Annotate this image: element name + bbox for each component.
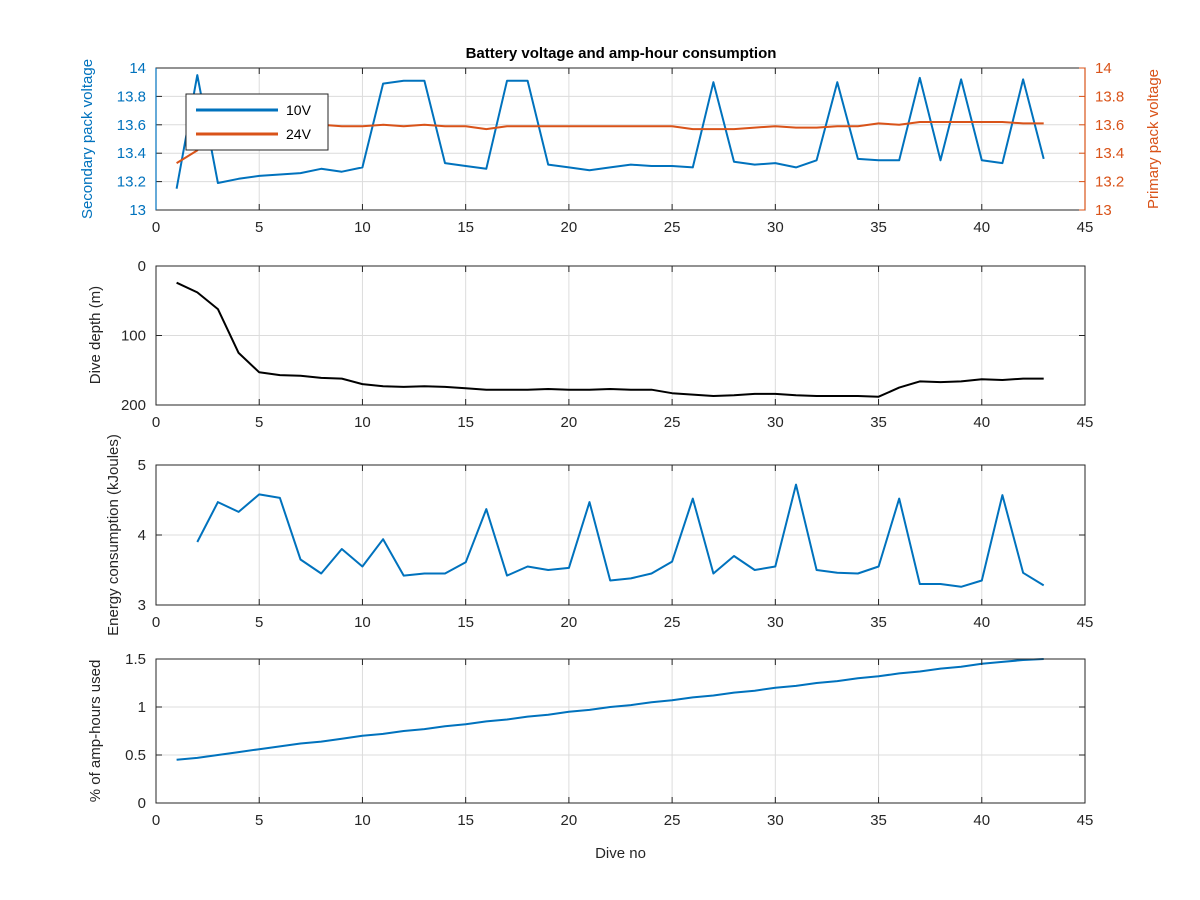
x-tick-label: 5: [255, 614, 263, 631]
series-line-p1: [176, 281, 1044, 398]
x-tick-label: 35: [870, 614, 887, 631]
y-right-tick-label: 13.2: [1095, 174, 1124, 191]
chart-title: Battery voltage and amp-hour consumption: [466, 45, 777, 62]
x-tick-label: 5: [255, 414, 263, 431]
y-tick-label: 13.6: [117, 117, 146, 134]
x-tick-label: 35: [870, 219, 887, 236]
x-tick-label: 5: [255, 219, 263, 236]
y-tick-label: 13.8: [117, 88, 146, 105]
x-tick-label: 20: [561, 614, 578, 631]
y-right-tick-label: 14: [1095, 60, 1112, 77]
voltage-panel: 0 5 10 15 20 25 30 35 40 451313.213.413.613.81413…: [79, 59, 1162, 236]
x-tick-label: 15: [457, 219, 474, 236]
y-axis-label: Energy consumption (kJoules): [105, 434, 122, 636]
y-axis-label: Secondary pack voltage: [79, 59, 96, 219]
x-tick-label: 30: [767, 614, 784, 631]
y-right-tick-label: 13.6: [1095, 117, 1124, 134]
x-tick-label: 45: [1077, 219, 1094, 236]
y-tick-label: 0: [138, 258, 146, 275]
y-axis-label: Dive depth (m): [87, 286, 104, 384]
y-tick-label: 13.2: [117, 174, 146, 191]
amp-hours-panel: 0 5 10 15 20 25 30 35 40 45 0 0.5 1 1.5 % of amp-hours…: [87, 651, 1093, 862]
y-tick-label: 1.5: [125, 651, 146, 668]
x-tick-label: 20: [561, 219, 578, 236]
y-tick-label: 14: [129, 60, 146, 77]
legend-label-24v: 24V: [286, 126, 312, 142]
x-tick-label: 15: [457, 812, 474, 829]
y-tick-label: 0: [138, 795, 146, 812]
x-tick-label: 30: [767, 414, 784, 431]
y-tick-label: 5: [138, 457, 146, 474]
x-tick-label: 35: [870, 812, 887, 829]
x-tick-label: 0: [152, 812, 160, 829]
y-tick-label: 3: [138, 597, 146, 614]
x-tick-label: 25: [664, 812, 681, 829]
x-tick-label: 20: [561, 414, 578, 431]
depth-panel: 0 5 10 15 20 25 30 35 40 45 0 100 200 Dive depth (m): [87, 258, 1093, 431]
y-tick-label: 13.4: [117, 145, 146, 162]
legend-label-10v: 10V: [286, 102, 312, 118]
x-axis-label: Dive no: [595, 845, 646, 862]
x-tick-label: 0: [152, 219, 160, 236]
legend: 10V 24V: [185, 93, 329, 151]
x-tick-label: 10: [354, 219, 371, 236]
y-right-tick-label: 13.8: [1095, 88, 1124, 105]
y-tick-label: 13: [129, 202, 146, 219]
x-tick-label: 15: [457, 414, 474, 431]
x-tick-label: 10: [354, 414, 371, 431]
y-tick-label: 100: [121, 328, 146, 345]
x-tick-label: 25: [664, 414, 681, 431]
x-tick-label: 35: [870, 414, 887, 431]
series-line-p3: [176, 658, 1044, 761]
series-line-p2: [196, 483, 1045, 588]
y-tick-label: 0.5: [125, 747, 146, 764]
x-tick-label: 30: [767, 219, 784, 236]
x-tick-label: 0: [152, 414, 160, 431]
x-tick-label: 25: [664, 219, 681, 236]
y-right-axis-label: Primary pack voltage: [1145, 69, 1162, 209]
x-tick-label: 25: [664, 614, 681, 631]
y-tick-label: 200: [121, 397, 146, 414]
y-axis-label: % of amp-hours used: [87, 660, 104, 803]
x-tick-label: 10: [354, 614, 371, 631]
y-right-tick-label: 13: [1095, 202, 1112, 219]
x-tick-label: 20: [561, 812, 578, 829]
series-line-10v: [175, 74, 1045, 189]
x-tick-label: 15: [457, 614, 474, 631]
x-tick-label: 0: [152, 614, 160, 631]
plot-frame: [155, 658, 1086, 804]
x-tick-label: 30: [767, 812, 784, 829]
x-tick-label: 40: [973, 219, 990, 236]
x-tick-label: 40: [973, 812, 990, 829]
y-tick-label: 1: [138, 699, 146, 716]
x-tick-label: 45: [1077, 414, 1094, 431]
y-tick-label: 4: [138, 527, 146, 544]
x-tick-label: 40: [973, 614, 990, 631]
legend-box: [185, 93, 329, 151]
x-tick-label: 45: [1077, 614, 1094, 631]
x-tick-label: 45: [1077, 812, 1094, 829]
x-tick-label: 5: [255, 812, 263, 829]
y-right-tick-label: 13.4: [1095, 145, 1124, 162]
x-tick-label: 10: [354, 812, 371, 829]
x-tick-label: 40: [973, 414, 990, 431]
